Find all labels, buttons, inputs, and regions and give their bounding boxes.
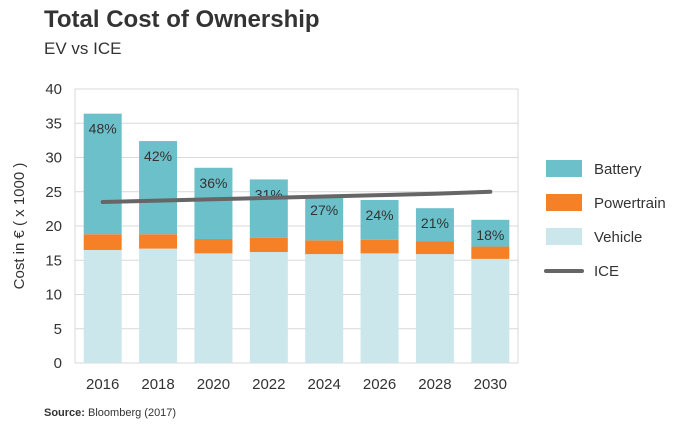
- bar-battery-2020: [194, 167, 233, 240]
- bar-powertrain-2022: [249, 237, 288, 253]
- bar-powertrain-2020: [194, 239, 233, 254]
- bar-battery-2026: [360, 199, 399, 240]
- y-tick-label-25: 25: [45, 184, 62, 201]
- x-tick-label-2026: 2026: [363, 376, 396, 393]
- x-tick-label-2018: 2018: [141, 376, 174, 393]
- ice-line: [100, 189, 493, 205]
- bar-vehicle-2030: [471, 258, 510, 363]
- bar-vehicle-2020: [194, 253, 233, 363]
- source-label: Source:: [44, 407, 85, 419]
- battery-share-label-2030: 18%: [476, 227, 504, 243]
- bar-vehicle-2028: [415, 254, 454, 363]
- bar-vehicle-2016: [83, 249, 122, 363]
- legend-label-powertrain: Powertrain: [594, 195, 666, 212]
- battery-share-label-2026: 24%: [366, 207, 394, 223]
- y-tick-label-40: 40: [45, 81, 62, 98]
- bar-battery-2030: [471, 219, 510, 247]
- x-tick-label-2016: 2016: [86, 376, 119, 393]
- bar-vehicle-2022: [249, 252, 288, 363]
- chart-subtitle: EV vs ICE: [44, 39, 122, 58]
- legend-label-battery: Battery: [594, 161, 642, 178]
- y-tick-label-5: 5: [54, 321, 62, 338]
- bar-vehicle-2018: [139, 248, 178, 363]
- bar-vehicle-2024: [305, 254, 344, 363]
- x-tick-label-2028: 2028: [418, 376, 451, 393]
- y-axis-label: Cost in € ( x 1000 ): [11, 163, 28, 290]
- bar-battery-2028: [415, 208, 454, 242]
- y-tick-label-20: 20: [45, 218, 62, 235]
- bar-powertrain-2018: [139, 234, 178, 249]
- ice-line-layer: [100, 189, 493, 205]
- battery-share-label-2016: 48%: [89, 121, 117, 137]
- legend-swatch-vehicle: [546, 228, 582, 245]
- x-tick-label-2030: 2030: [474, 376, 507, 393]
- battery-share-label-2018: 42%: [144, 148, 172, 164]
- legend-label-ice: ICE: [594, 263, 619, 280]
- bar-battery-2022: [249, 179, 288, 238]
- legend-swatch-powertrain: [546, 194, 582, 211]
- bar-battery-2018: [139, 141, 178, 235]
- bar-powertrain-2028: [415, 241, 454, 255]
- battery-share-label-2024: 27%: [310, 202, 338, 218]
- legend-label-vehicle: Vehicle: [594, 229, 642, 246]
- y-tick-label-35: 35: [45, 115, 62, 132]
- bar-battery-2016: [83, 113, 122, 235]
- source-text: Bloomberg (2017): [88, 407, 177, 419]
- bar-battery-2024: [305, 195, 344, 241]
- bar-powertrain-2016: [83, 234, 122, 250]
- x-tick-label-2022: 2022: [252, 376, 285, 393]
- x-axis-ticks: 2016 2018 2020 2022 2024 2026 2028 2030: [86, 376, 507, 393]
- battery-share-label-2020: 36%: [199, 175, 227, 191]
- y-tick-label-10: 10: [45, 287, 62, 304]
- y-axis-ticks: 0 5 10 15 20 25 30 35 40: [45, 81, 62, 372]
- x-tick-label-2020: 2020: [197, 376, 230, 393]
- bar-powertrain-2026: [360, 239, 399, 254]
- bar-powertrain-2024: [305, 240, 344, 255]
- bars: 48%42%36%31%27% 24%21%18%: [83, 113, 510, 363]
- bar-vehicle-2026: [360, 253, 399, 363]
- source-note: Source: Bloomberg (2017): [44, 407, 176, 419]
- x-tick-label-2024: 2024: [308, 376, 341, 393]
- battery-share-label-2028: 21%: [421, 215, 449, 231]
- bar-powertrain-2030: [471, 246, 510, 259]
- y-tick-label-0: 0: [54, 355, 62, 372]
- y-tick-label-30: 30: [45, 150, 62, 167]
- legend-swatch-battery: [546, 160, 582, 177]
- legend: Battery Powertrain Vehicle ICE: [544, 160, 666, 280]
- y-tick-label-15: 15: [45, 252, 62, 269]
- chart-title: Total Cost of Ownership: [44, 6, 320, 33]
